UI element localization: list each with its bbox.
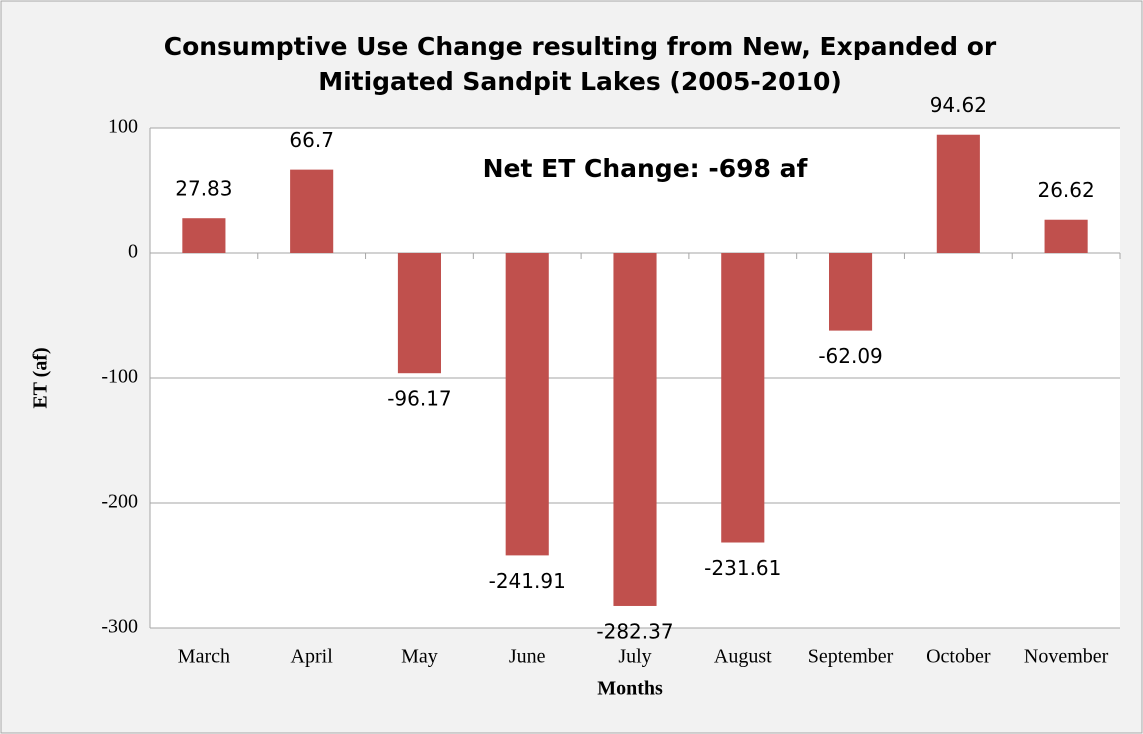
- x-tick-label: September: [808, 646, 894, 668]
- bar: [829, 253, 873, 331]
- y-tick-label: 100: [108, 116, 138, 138]
- x-tick-label: March: [178, 646, 230, 668]
- y-tick-label: -100: [101, 366, 138, 388]
- y-axis-label: ET (af): [30, 347, 52, 408]
- data-label: 26.62: [1037, 178, 1094, 202]
- data-label: -231.61: [704, 556, 781, 580]
- bar: [721, 253, 765, 543]
- x-tick-label: July: [618, 646, 651, 668]
- bar: [1044, 219, 1088, 253]
- y-tick-label: -300: [101, 616, 138, 638]
- data-label: 94.62: [930, 93, 987, 117]
- x-tick-label: May: [401, 646, 438, 668]
- bar: [397, 253, 441, 374]
- bar: [505, 253, 549, 556]
- data-label: -62.09: [818, 344, 882, 368]
- x-tick-label: April: [291, 646, 334, 668]
- x-tick-label: August: [714, 646, 772, 668]
- bar: [182, 218, 226, 253]
- bar: [290, 169, 334, 253]
- chart-title: Consumptive Use Change resulting from Ne…: [164, 32, 997, 61]
- chart-title: Mitigated Sandpit Lakes (2005-2010): [318, 67, 842, 96]
- data-label: -282.37: [596, 619, 673, 643]
- bar: [613, 253, 657, 606]
- x-tick-label: June: [509, 646, 546, 668]
- y-tick-label: -200: [101, 491, 138, 513]
- y-tick-label: 0: [128, 241, 138, 263]
- x-tick-label: November: [1024, 646, 1109, 668]
- x-tick-label: October: [926, 646, 991, 668]
- annotation: Net ET Change: -698 af: [483, 154, 809, 183]
- data-label: -96.17: [387, 387, 451, 411]
- data-label: 66.7: [289, 128, 334, 152]
- data-label: -241.91: [489, 569, 566, 593]
- x-axis-label: Months: [597, 678, 663, 700]
- data-label: 27.83: [175, 177, 232, 201]
- bar: [936, 134, 980, 253]
